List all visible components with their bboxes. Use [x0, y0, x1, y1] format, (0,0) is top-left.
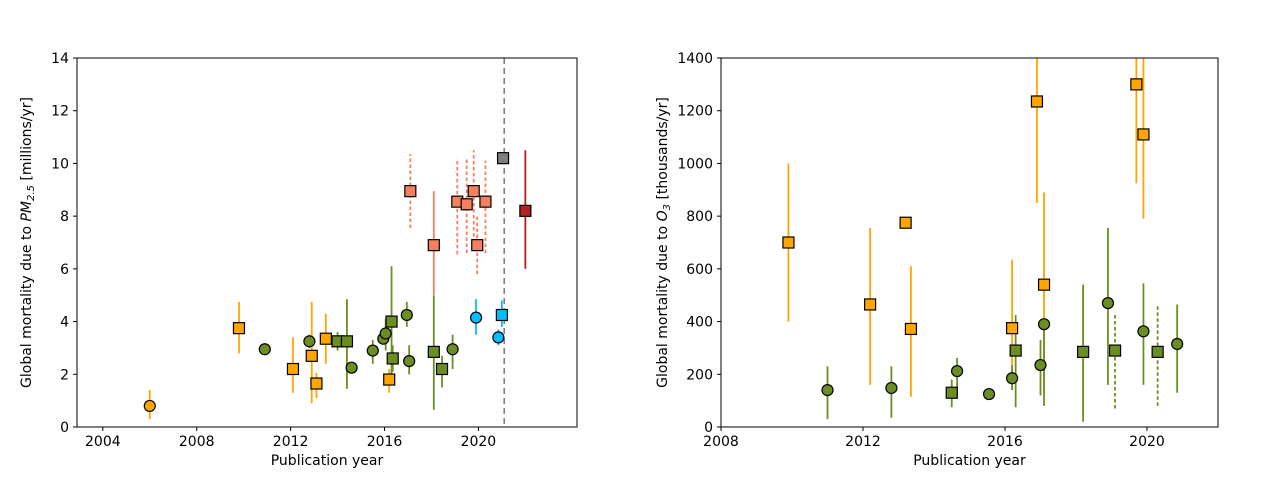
y-tick-label: 2 — [60, 367, 69, 383]
data-point-orange-square — [1130, 78, 1143, 91]
data-point-green-circle — [446, 343, 459, 356]
axes-frame — [76, 57, 578, 428]
data-point-green-square — [435, 362, 449, 376]
pm25-scatter-plot: 2004 2008 2012 2016 2020 0 2 4 6 8 10 12 14 Publicati… — [19, 51, 578, 469]
data-point-green-circle — [303, 335, 316, 348]
data-point-green-circle — [1171, 337, 1184, 351]
y-tick-label: 200 — [686, 367, 713, 383]
x-tick-label: 2004 — [85, 434, 121, 450]
y-tick-label: 600 — [686, 262, 713, 278]
y-tick-label: 400 — [686, 315, 713, 331]
y-tick-label: 1000 — [677, 156, 713, 172]
y-tick-label: 4 — [60, 315, 69, 331]
data-point-orange-square — [904, 322, 918, 336]
axes-frame — [720, 57, 1219, 428]
o3-scatter-plot: 2008 2012 2016 2020 0 200 400 600 800 1000 1200 140… — [655, 51, 1219, 469]
x-axis-label: Publication year — [271, 453, 384, 469]
data-point-green-square-solid-err — [1077, 345, 1090, 358]
data-point-green-circle — [1137, 325, 1150, 338]
data-point-green-square — [427, 345, 440, 358]
data-point-blue-circle — [469, 311, 483, 324]
data-point-orange-square — [1006, 322, 1019, 335]
data-point-green-circle — [403, 355, 416, 368]
data-point-green-circle — [1037, 318, 1051, 331]
data-point-green-circle — [1034, 358, 1047, 372]
y-tick-label: 800 — [686, 209, 713, 225]
data-point-orange-square — [310, 377, 323, 390]
data-point-salmon-square-solid-err — [427, 239, 440, 252]
data-point-darkred-square — [519, 204, 532, 217]
data-point-green-circle — [1006, 372, 1019, 385]
data-point-green-circle — [950, 365, 964, 378]
data-point-salmon-square-dashed-err — [467, 185, 480, 198]
data-point-orange-square — [1137, 128, 1150, 141]
data-point-green-square-dashed-err — [1108, 344, 1122, 357]
data-point-orange-square — [899, 216, 912, 229]
data-point-green-square-dashed-err — [1151, 345, 1164, 358]
x-axis-label: Publication year — [913, 453, 1026, 469]
data-point-salmon-square-dashed-err — [471, 239, 484, 252]
data-point-orange-square — [286, 362, 300, 376]
y-tick-label: 0 — [704, 420, 713, 436]
x-tick-label: 2008 — [179, 434, 215, 450]
data-point-orange-square — [864, 298, 877, 311]
data-point-green-circle — [1101, 297, 1115, 310]
data-point-orange-square — [232, 322, 246, 335]
y-tick-label: 0 — [60, 420, 69, 436]
data-point-green-circle — [885, 381, 898, 395]
y-tick-label: 8 — [60, 209, 69, 225]
x-tick-label: 2016 — [987, 434, 1023, 450]
data-point-orange-circle — [143, 399, 156, 413]
data-point-blue-circle — [492, 331, 505, 344]
x-tick-label: 2012 — [273, 434, 309, 450]
data-point-green-circle — [258, 343, 271, 356]
y-tick-label: 12 — [51, 104, 69, 120]
data-point-green-square-solid-err — [1009, 344, 1022, 357]
y-axis-label: Global mortality due to O3 [thousands/yr… — [655, 97, 673, 388]
y-tick-label: 6 — [60, 262, 69, 278]
data-point-salmon-square-dashed-err — [460, 198, 473, 211]
y-tick-label: 1400 — [677, 51, 713, 67]
data-point-gray-square — [496, 152, 510, 165]
data-point-orange-square — [1037, 278, 1051, 291]
y-axis-label: Global mortality due to PM2.5 [millions/… — [19, 97, 37, 388]
data-point-orange-square — [782, 236, 795, 249]
data-point-green-circle — [982, 387, 996, 401]
data-point-green-square-solid-err — [945, 386, 958, 399]
y-tick-label: 10 — [51, 156, 69, 172]
data-point-green-square — [386, 352, 399, 365]
data-point-blue-square — [495, 308, 508, 322]
y-tick-label: 14 — [51, 51, 69, 67]
y-tick-label: 1200 — [677, 104, 713, 120]
data-point-orange-square — [319, 332, 332, 345]
data-point-green-circle — [379, 327, 392, 340]
data-point-green-square — [340, 335, 354, 348]
data-point-salmon-square-dashed-err — [404, 185, 417, 198]
x-tick-label: 2020 — [1129, 434, 1165, 450]
x-tick-label: 2012 — [845, 434, 881, 450]
x-tick-label: 2016 — [367, 434, 403, 450]
data-point-green-circle — [366, 344, 379, 357]
x-tick-label: 2008 — [703, 434, 739, 450]
data-point-green-circle — [400, 308, 413, 322]
x-tick-label: 2020 — [461, 434, 497, 450]
data-point-green-square — [385, 315, 398, 328]
data-point-orange-square — [383, 373, 396, 386]
data-point-orange-square — [1030, 95, 1044, 108]
data-point-salmon-square-dashed-err — [479, 195, 492, 208]
data-point-green-circle — [821, 384, 834, 397]
data-point-green-circle — [345, 361, 358, 374]
data-point-orange-square — [305, 349, 318, 362]
